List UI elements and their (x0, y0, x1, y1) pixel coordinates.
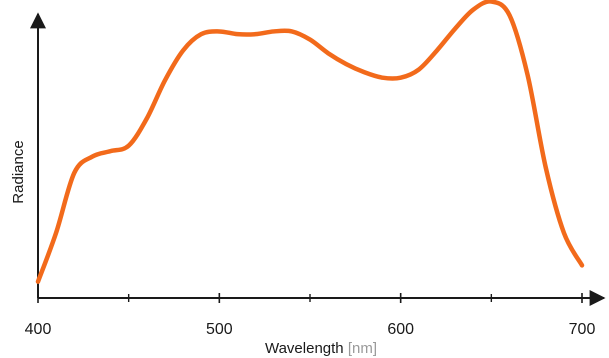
x-tick-label: 400 (25, 321, 52, 338)
y-axis-label: Radiance (10, 140, 27, 203)
x-tick-label: 700 (569, 321, 596, 338)
x-axis-unit: [nm] (348, 340, 377, 357)
x-axis-tick-labels: 400 500 600 700 (25, 321, 596, 338)
x-axis-ticks (37, 293, 583, 303)
x-tick-label: 500 (206, 321, 233, 338)
x-axis-label-text: Wavelength (265, 340, 344, 357)
x-axis-label: Wavelength [nm] (265, 340, 377, 357)
x-tick-label: 600 (387, 321, 414, 338)
radiance-curve (35, 0, 585, 284)
